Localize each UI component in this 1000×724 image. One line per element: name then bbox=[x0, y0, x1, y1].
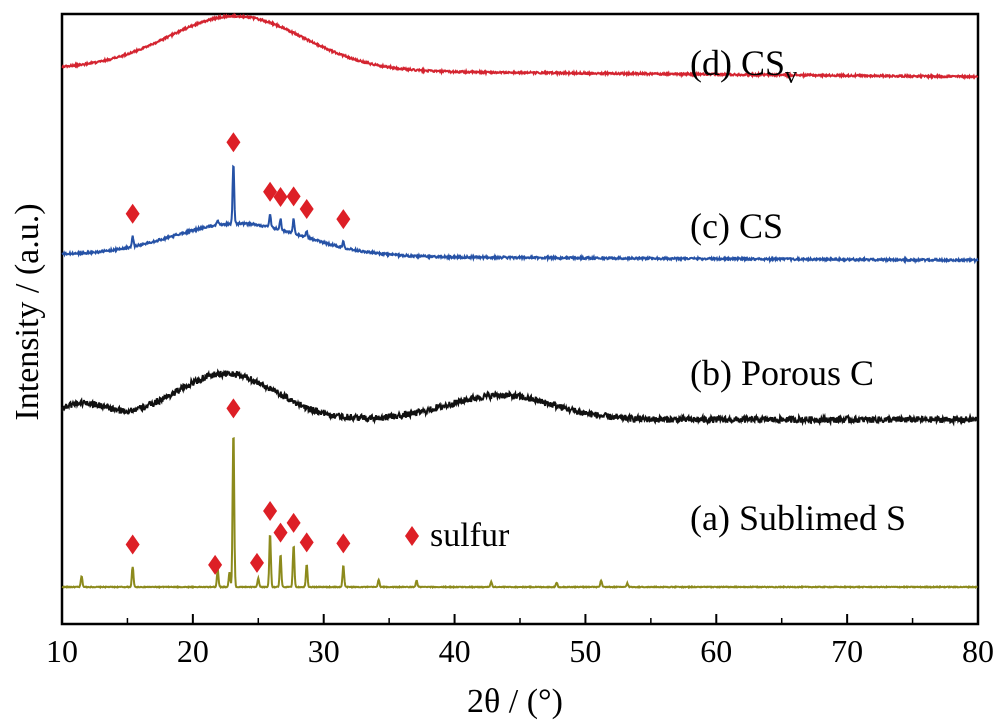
sulfur-peak-marker bbox=[208, 554, 223, 575]
series-label-c: (c) CS bbox=[690, 206, 783, 246]
series-layer bbox=[61, 12, 979, 590]
series-line-1 bbox=[61, 437, 978, 590]
sulfur-peak-marker bbox=[125, 534, 140, 555]
x-axis-title: 2θ / (°) bbox=[467, 683, 563, 720]
sulfur-peak-marker bbox=[249, 552, 264, 573]
series-label-b: (b) Porous C bbox=[690, 353, 874, 393]
series-label-a: (a) Sublimed S bbox=[690, 498, 906, 538]
series-line-4 bbox=[61, 12, 979, 81]
series-line-3 bbox=[61, 164, 979, 265]
x-tick-label: 30 bbox=[308, 633, 340, 669]
x-tick-label: 50 bbox=[569, 633, 601, 669]
sulfur-peak-marker bbox=[273, 522, 288, 543]
sulfur-peak-marker bbox=[336, 533, 351, 554]
sulfur-peak-marker bbox=[299, 198, 314, 219]
x-tick-label: 20 bbox=[177, 633, 209, 669]
sulfur-peak-marker bbox=[226, 398, 241, 419]
y-axis-title: Intensity / (a.u.) bbox=[9, 203, 46, 420]
sulfur-peak-marker bbox=[263, 181, 278, 202]
x-tick-label: 70 bbox=[831, 633, 863, 669]
marker-layer bbox=[125, 132, 351, 575]
sulfur-peak-marker bbox=[286, 186, 301, 207]
sulfur-peak-marker bbox=[336, 209, 351, 230]
series-line-2 bbox=[61, 368, 979, 427]
sulfur-peak-marker bbox=[263, 501, 278, 521]
sulfur-peak-marker bbox=[125, 203, 140, 224]
sulfur-peak-marker bbox=[226, 132, 241, 153]
legend-label: sulfur bbox=[430, 517, 510, 554]
legend: sulfur bbox=[405, 517, 510, 554]
x-tick-label: 80 bbox=[962, 633, 994, 669]
x-ticks: 10 20 30 40 50 60 70 80 bbox=[46, 614, 994, 669]
sulfur-peak-marker bbox=[273, 186, 288, 207]
legend-diamond-icon bbox=[405, 526, 419, 546]
sulfur-peak-marker bbox=[286, 512, 301, 533]
x-tick-label: 60 bbox=[700, 633, 732, 669]
x-tick-label: 10 bbox=[46, 633, 78, 669]
series-label-d: (d) CSv bbox=[690, 43, 797, 89]
x-tick-label: 40 bbox=[439, 633, 471, 669]
sulfur-peak-marker bbox=[299, 532, 314, 553]
